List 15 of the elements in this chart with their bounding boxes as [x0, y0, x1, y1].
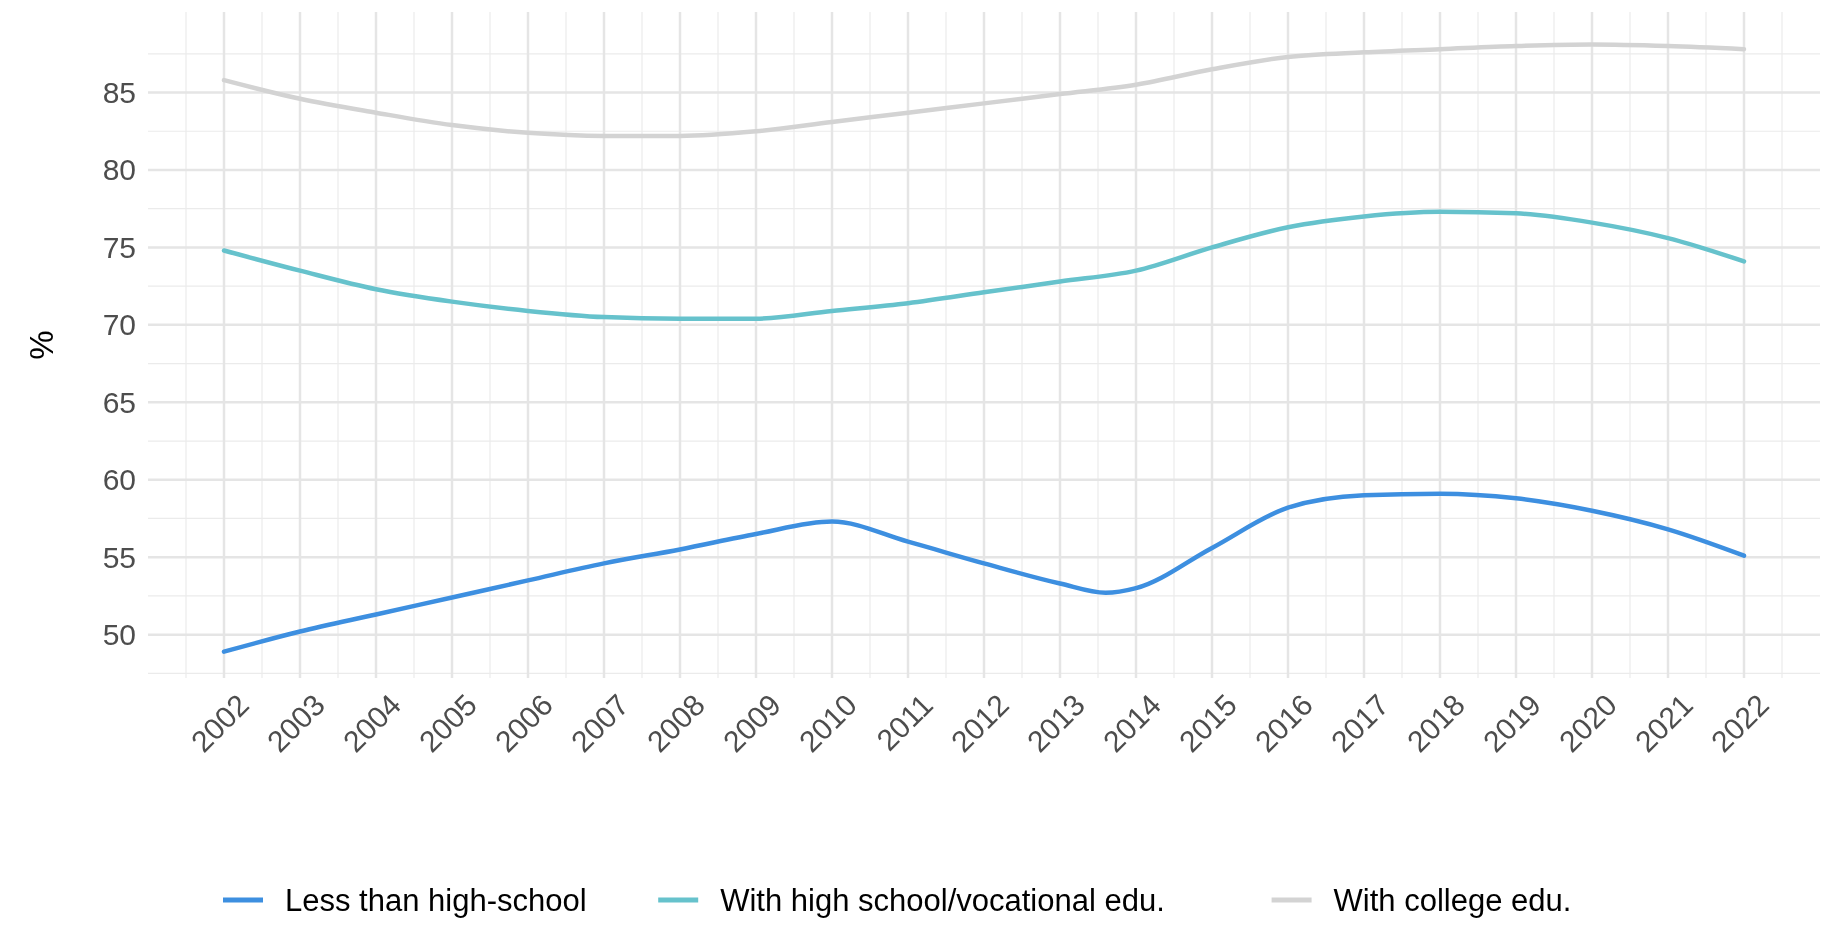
y-tick-label: 50 — [102, 618, 136, 652]
y-tick-label: 80 — [102, 153, 136, 187]
y-tick-label: 55 — [102, 540, 136, 574]
line-series — [221, 209, 1747, 321]
y-tick-label: 85 — [102, 76, 136, 110]
legend-label: With high school/vocational edu. — [720, 882, 1165, 918]
y-axis-title: % — [23, 330, 60, 360]
y-tick-label: 75 — [102, 230, 136, 264]
y-tick-label: 65 — [102, 385, 136, 419]
legend-label: Less than high-school — [285, 882, 587, 918]
line-series — [221, 491, 1747, 654]
y-tick-label: 60 — [102, 463, 136, 497]
y-tick-label: 70 — [102, 308, 136, 342]
legend-label: With college edu. — [1333, 882, 1572, 918]
line-series — [221, 42, 1747, 139]
